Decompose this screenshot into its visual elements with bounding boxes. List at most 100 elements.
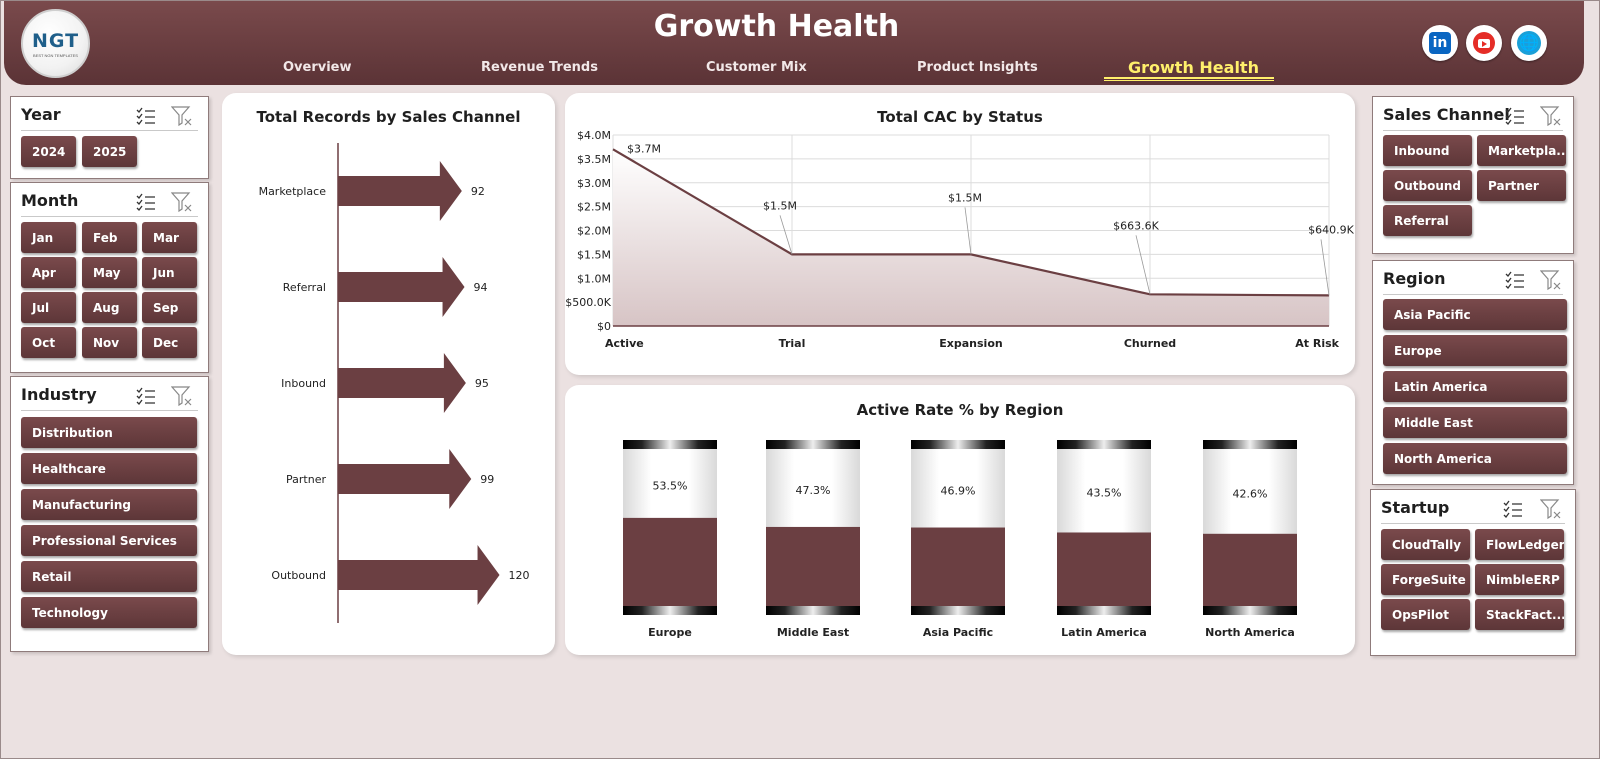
industry-healthcare-button[interactable]: Healthcare: [21, 453, 197, 484]
month-apr-button[interactable]: Apr: [21, 257, 76, 288]
channel-marketplace-button[interactable]: Marketpla...: [1477, 135, 1566, 166]
region-asia-pacific-button[interactable]: Asia Pacific: [1383, 299, 1567, 330]
region-north-america-button[interactable]: North America: [1383, 443, 1567, 474]
channel-partner-button[interactable]: Partner: [1477, 170, 1566, 201]
clear-filter-icon[interactable]: [171, 191, 193, 213]
category-label: Outbound: [271, 569, 326, 582]
channel-outbound-button[interactable]: Outbound: [1383, 170, 1472, 201]
multi-select-icon[interactable]: [136, 387, 156, 405]
y-tick-label: $2.0M: [577, 225, 611, 238]
youtube-icon: [1473, 32, 1495, 54]
industry-manufacturing-button[interactable]: Manufacturing: [21, 489, 197, 520]
data-label: 94: [474, 281, 488, 294]
month-mar-button[interactable]: Mar: [142, 222, 197, 253]
category-label: North America: [1205, 626, 1295, 639]
tube-top-cap: [623, 440, 717, 449]
industry-technology-button[interactable]: Technology: [21, 597, 197, 628]
area-fill: [613, 149, 1329, 326]
y-tick-label: $2.5M: [577, 201, 611, 214]
category-label: Partner: [286, 473, 326, 486]
startup-nimbleerp-button[interactable]: NimbleERP: [1475, 564, 1564, 595]
y-tick-label: $0: [597, 320, 611, 333]
data-label: 92: [471, 185, 485, 198]
channel-inbound-button[interactable]: Inbound: [1383, 135, 1472, 166]
cac-by-status-card: Total CAC by Status $0 $500.0K $1.0M $1.5M $…: [565, 93, 1355, 375]
industry-professional-services-button[interactable]: Professional Services: [21, 525, 197, 556]
startup-forgesuite-button[interactable]: ForgeSuite: [1381, 564, 1470, 595]
data-label: $1.5M: [763, 199, 797, 212]
clear-filter-icon[interactable]: [1540, 269, 1562, 291]
month-nov-button[interactable]: Nov: [82, 327, 137, 358]
tab-customer-mix[interactable]: Customer Mix: [706, 60, 807, 75]
cac-chart-title: Total CAC by Status: [877, 108, 1043, 126]
data-label: $3.7M: [627, 142, 661, 155]
fill-bar: [911, 527, 1005, 606]
youtube-button[interactable]: [1466, 25, 1502, 61]
page-title: Growth Health: [653, 9, 900, 44]
tube-top-cap: [766, 440, 860, 449]
clear-filter-icon[interactable]: [171, 105, 193, 127]
startup-slicer-title: Startup: [1381, 498, 1450, 517]
records-by-channel-card: Total Records by Sales Channel Marketpla…: [222, 93, 555, 655]
startup-cloudtally-button[interactable]: CloudTally: [1381, 529, 1470, 560]
tube-bottom-cap: [1057, 606, 1151, 615]
fill-bar: [623, 517, 717, 606]
month-aug-button[interactable]: Aug: [82, 292, 137, 323]
month-sep-button[interactable]: Sep: [142, 292, 197, 323]
month-oct-button[interactable]: Oct: [21, 327, 76, 358]
tab-growth-health[interactable]: Growth Health: [1128, 58, 1259, 77]
category-label: Latin America: [1061, 626, 1147, 639]
leader-line: [779, 215, 793, 255]
clear-filter-icon[interactable]: [171, 385, 193, 407]
month-jan-button[interactable]: Jan: [21, 222, 76, 253]
month-may-button[interactable]: May: [82, 257, 137, 288]
slicer-divider: [21, 130, 198, 131]
startup-stackfact-button[interactable]: StackFact...: [1475, 599, 1564, 630]
website-button[interactable]: 🌐: [1511, 25, 1547, 61]
month-feb-button[interactable]: Feb: [82, 222, 137, 253]
arrow-bar: [338, 353, 466, 413]
year-2025-button[interactable]: 2025: [82, 136, 137, 167]
tube-bottom-cap: [911, 606, 1005, 615]
industry-slicer-title: Industry: [21, 385, 97, 404]
region-latin-america-button[interactable]: Latin America: [1383, 371, 1567, 402]
region-slicer: Region Asia Pacific Europe Latin America…: [1372, 260, 1574, 485]
month-jun-button[interactable]: Jun: [142, 257, 197, 288]
y-tick-label: $500.0K: [565, 296, 611, 309]
linkedin-button[interactable]: in: [1422, 25, 1458, 61]
y-tick-label: $1.5M: [577, 248, 611, 261]
active-rate-chart-title: Active Rate % by Region: [856, 401, 1064, 419]
multi-select-icon[interactable]: [1503, 500, 1523, 518]
multi-select-icon[interactable]: [136, 193, 156, 211]
region-europe-button[interactable]: Europe: [1383, 335, 1567, 366]
records-chart-title: Total Records by Sales Channel: [256, 108, 521, 126]
clear-filter-icon[interactable]: [1540, 105, 1562, 127]
clear-filter-icon[interactable]: [1540, 498, 1562, 520]
multi-select-icon[interactable]: [1505, 107, 1525, 125]
tab-overview[interactable]: Overview: [283, 60, 352, 75]
records-arrow-chart: Marketplace 92 Referral 94 Inbound 95 Partner 9…: [259, 143, 530, 623]
tab-revenue-trends[interactable]: Revenue Trends: [481, 60, 598, 75]
tube-bottom-cap: [623, 606, 717, 615]
industry-distribution-button[interactable]: Distribution: [21, 417, 197, 448]
month-slicer-title: Month: [21, 191, 79, 210]
tube-top-cap: [1203, 440, 1297, 449]
data-label: 53.5%: [653, 479, 688, 492]
x-tick-label: Trial: [779, 337, 806, 350]
year-2024-button[interactable]: 2024: [21, 136, 76, 167]
tab-product-insights[interactable]: Product Insights: [917, 60, 1038, 75]
month-dec-button[interactable]: Dec: [142, 327, 197, 358]
data-label: $1.5M: [948, 191, 982, 204]
year-slicer: Year 2024 2025: [10, 96, 209, 179]
multi-select-icon[interactable]: [136, 107, 156, 125]
industry-retail-button[interactable]: Retail: [21, 561, 197, 592]
multi-select-icon[interactable]: [1505, 271, 1525, 289]
startup-flowledger-button[interactable]: FlowLedger: [1475, 529, 1564, 560]
month-jul-button[interactable]: Jul: [21, 292, 76, 323]
data-label: 42.6%: [1233, 487, 1268, 500]
channel-referral-button[interactable]: Referral: [1383, 205, 1472, 236]
startup-opspilot-button[interactable]: OpsPilot: [1381, 599, 1470, 630]
data-label: 46.9%: [941, 484, 976, 497]
tube-top-cap: [1057, 440, 1151, 449]
region-middle-east-button[interactable]: Middle East: [1383, 407, 1567, 438]
